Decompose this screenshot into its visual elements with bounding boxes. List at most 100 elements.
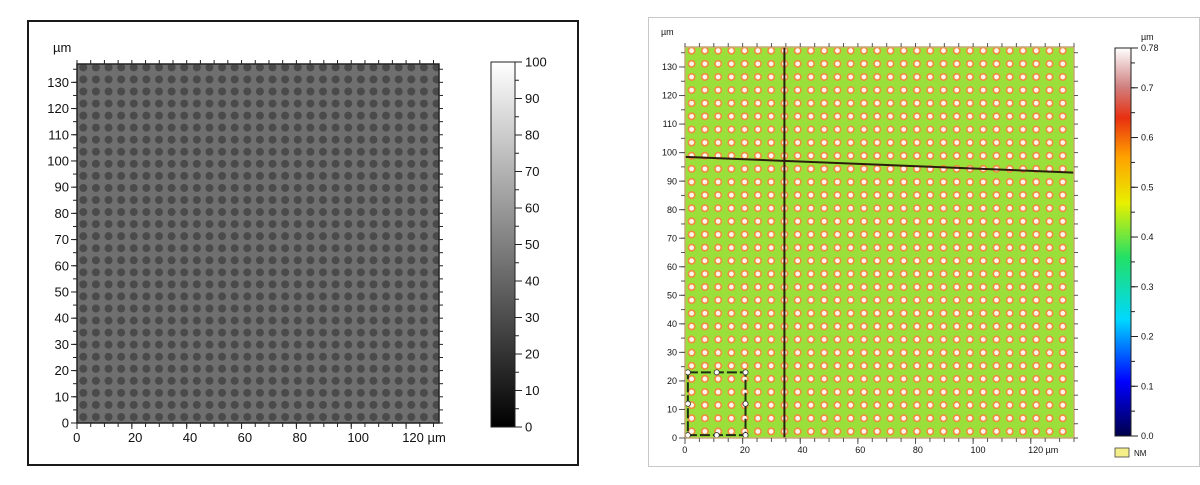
dot (331, 64, 340, 72)
dot (394, 159, 403, 168)
ring-dot (767, 86, 776, 95)
ring-dot (806, 204, 815, 213)
ring-dot (767, 112, 776, 121)
ring-dot (1045, 243, 1054, 252)
ring-dot (939, 427, 948, 436)
ring-dot (806, 269, 815, 278)
dot (419, 244, 428, 253)
ring-dot (992, 243, 1001, 252)
dot (104, 376, 113, 385)
dot (192, 183, 201, 192)
dot (318, 364, 327, 373)
dot (281, 400, 290, 409)
dot (255, 352, 264, 361)
ring-dot (1045, 112, 1054, 121)
dot (331, 292, 340, 301)
dot (79, 64, 88, 72)
ring-dot (979, 230, 988, 239)
selection-handle (713, 369, 720, 376)
dot (318, 412, 327, 421)
dot (79, 220, 88, 229)
dot (205, 64, 214, 72)
dot (331, 87, 340, 96)
dot (230, 364, 239, 373)
legend-swatch (1114, 447, 1130, 458)
dot (331, 99, 340, 108)
dot (281, 171, 290, 180)
dot (180, 147, 189, 156)
dot (318, 400, 327, 409)
ring-dot (992, 414, 1001, 423)
ring-dot (912, 256, 921, 265)
dot (104, 220, 113, 229)
dot (129, 159, 138, 168)
colorbar-tick-label: 100 (525, 55, 547, 70)
ring-dot (979, 322, 988, 331)
ring-dot (727, 335, 736, 344)
dot (344, 304, 353, 313)
ring-dot (939, 283, 948, 292)
ring-dot (806, 335, 815, 344)
ring-dot (846, 191, 855, 200)
dot (356, 208, 365, 217)
dot (331, 220, 340, 229)
dot (142, 388, 151, 397)
dot (129, 328, 138, 337)
ring-dot (952, 99, 961, 108)
dot (382, 280, 391, 289)
ring-dot (700, 427, 709, 436)
dot (180, 304, 189, 313)
dot (331, 159, 340, 168)
dot (255, 304, 264, 313)
dot (129, 244, 138, 253)
ring-dot (740, 309, 749, 318)
dot (91, 159, 100, 168)
dot (255, 111, 264, 120)
dot (167, 244, 176, 253)
ring-dot (912, 125, 921, 134)
dot (154, 256, 163, 265)
dot (356, 316, 365, 325)
dot (79, 147, 88, 156)
dot (129, 123, 138, 132)
ring-dot (979, 138, 988, 147)
dot (369, 304, 378, 313)
ring-dot (952, 204, 961, 213)
ring-dot (886, 191, 895, 200)
dot (218, 352, 227, 361)
dot (91, 280, 100, 289)
ring-dot (714, 283, 723, 292)
ring-dot (939, 138, 948, 147)
ring-dot (833, 47, 842, 55)
ring-dot (740, 99, 749, 108)
dot (129, 340, 138, 349)
y-tick-label: 120 (662, 91, 677, 101)
dot (432, 196, 439, 204)
ring-dot (979, 256, 988, 265)
ring-dot (1005, 309, 1014, 318)
dot (394, 256, 403, 265)
dot (394, 400, 403, 409)
dot (79, 244, 88, 253)
dot (218, 171, 227, 180)
dot (344, 364, 353, 373)
dot (142, 244, 151, 253)
dot (205, 196, 214, 205)
ring-dot (939, 414, 948, 423)
y-tick-label: 120 (47, 101, 69, 116)
ring-dot (820, 99, 829, 108)
dot (243, 208, 252, 217)
dot (331, 304, 340, 313)
dot (218, 340, 227, 349)
ring-dot (846, 427, 855, 436)
dot (419, 352, 428, 361)
ring-dot (714, 243, 723, 252)
dot (91, 208, 100, 217)
ring-dot (859, 125, 868, 134)
dot (306, 400, 315, 409)
ring-dot (992, 151, 1001, 160)
ring-dot (687, 112, 696, 121)
dot (344, 208, 353, 217)
dot (154, 388, 163, 397)
ring-dot (1005, 361, 1014, 370)
